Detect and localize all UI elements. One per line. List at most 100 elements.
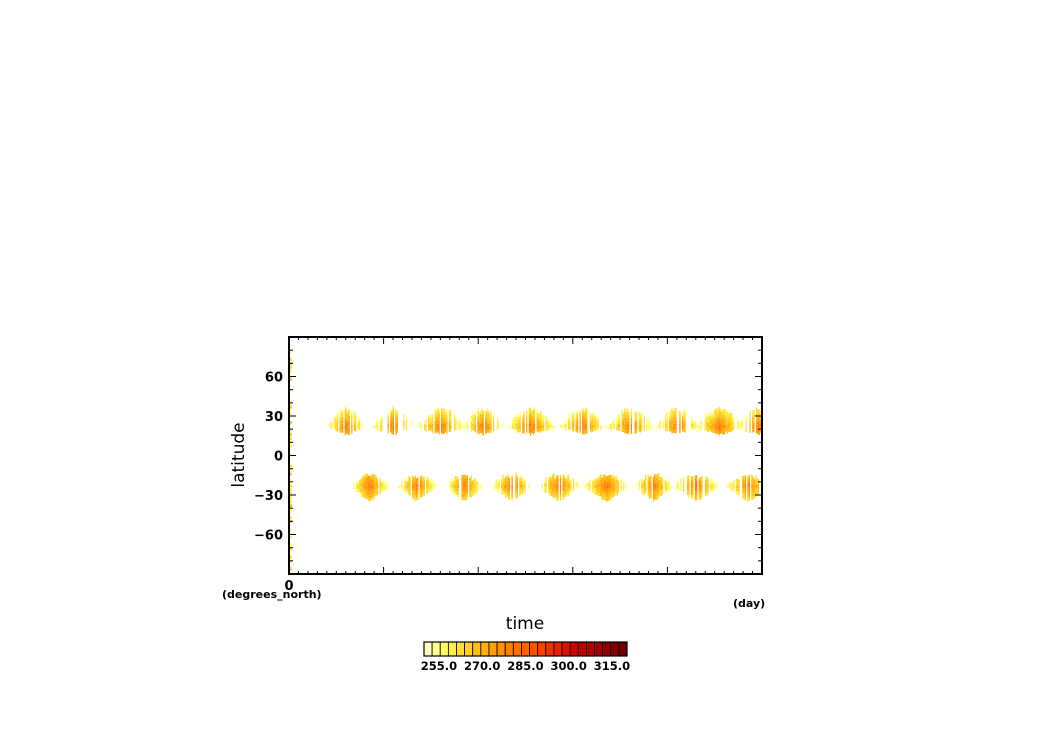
heatmap-cell (630, 411, 633, 415)
heatmap-cell (430, 415, 432, 419)
heatmap-cell (382, 479, 384, 483)
heatmap-cell (742, 475, 744, 479)
heatmap-cell (571, 411, 574, 416)
heatmap-cell (375, 489, 377, 493)
heatmap-cell (729, 422, 731, 426)
heatmap-cell (515, 479, 517, 483)
heatmap-cell (721, 424, 723, 428)
heatmap-cell (733, 426, 735, 430)
heatmap-cell (740, 427, 742, 431)
heatmap-cell (670, 425, 672, 429)
heatmap-cell (521, 484, 524, 488)
heatmap-cell (670, 418, 672, 423)
heatmap-cell (438, 428, 440, 432)
heatmap-cell (515, 426, 517, 430)
heatmap-cell (477, 408, 479, 412)
heatmap-cell (442, 421, 444, 425)
heatmap-cell (733, 479, 735, 483)
heatmap-cell (369, 491, 371, 495)
heatmap-cell (391, 409, 393, 413)
heatmap-cell (726, 414, 728, 418)
colorbar-swatch (423, 641, 433, 657)
heatmap-cell (434, 408, 436, 412)
heatmap-cell (427, 486, 429, 490)
heatmap-cell (371, 473, 374, 477)
heatmap-cell (533, 414, 536, 418)
heatmap-cell (481, 423, 483, 428)
heatmap-cell (724, 412, 726, 416)
heatmap-cell (492, 428, 495, 432)
heatmap-cell (672, 410, 675, 414)
heatmap-cell (717, 421, 719, 425)
heatmap-cell (381, 425, 383, 429)
heatmap-cell (595, 427, 597, 431)
colorbar-frame (423, 641, 628, 657)
heatmap-cell (608, 424, 610, 428)
heatmap-cell (365, 483, 367, 487)
heatmap-cell (560, 424, 562, 428)
heatmap-cell (290, 464, 292, 468)
heatmap-cell (600, 426, 602, 430)
heatmap-cell (477, 482, 479, 486)
heatmap-cell (425, 428, 427, 432)
heatmap-cell (722, 418, 725, 422)
heatmap-cell (403, 417, 405, 421)
heatmap-cell (584, 430, 587, 434)
heatmap-cell (758, 428, 760, 432)
heatmap-cell (567, 413, 570, 417)
heatmap-cell (709, 411, 712, 415)
heatmap-cell (753, 488, 756, 492)
heatmap-cell (462, 481, 465, 485)
heatmap-cell (451, 478, 453, 482)
heatmap-cell (387, 420, 389, 424)
heatmap-cell (370, 479, 372, 483)
heatmap-cell (442, 415, 444, 419)
heatmap-cell (290, 516, 292, 520)
heatmap-cell (603, 493, 605, 497)
heatmap-cell (620, 483, 622, 487)
heatmap-cell (382, 482, 384, 486)
heatmap-cell (694, 425, 697, 429)
heatmap-cell (650, 479, 652, 483)
colorbar-swatch (512, 641, 522, 657)
heatmap-cell (435, 426, 438, 430)
heatmap-cell (452, 486, 454, 491)
heatmap-cell (583, 428, 585, 432)
heatmap-cell (411, 494, 414, 499)
heatmap-cell (536, 428, 538, 432)
heatmap-cell (592, 412, 594, 416)
heatmap-cell (712, 429, 714, 434)
heatmap-cell (612, 494, 615, 498)
heatmap-cell (699, 490, 702, 494)
heatmap-cell (584, 485, 586, 489)
heatmap-cell (747, 482, 749, 486)
heatmap-cell (427, 483, 429, 487)
heatmap-cell (426, 477, 428, 481)
heatmap-cell (665, 478, 668, 482)
heatmap-cell (466, 485, 468, 489)
heatmap-cell (749, 423, 751, 427)
heatmap-cell (576, 423, 579, 427)
heatmap-cell (442, 411, 444, 416)
heatmap-cell (340, 426, 343, 430)
heatmap-cell (526, 426, 528, 430)
heatmap-cell (382, 488, 384, 493)
heatmap-cell (571, 424, 574, 428)
heatmap-cell (537, 429, 540, 433)
heatmap-cell (542, 415, 545, 419)
heatmap-cell (404, 488, 406, 492)
heatmap-cell (498, 485, 500, 489)
heatmap-cell (472, 414, 474, 418)
heatmap-cell (664, 486, 666, 490)
heatmap-cell (411, 482, 414, 486)
plot-frame (288, 336, 763, 575)
heatmap-cell (544, 489, 546, 493)
heatmap-cell (563, 475, 566, 479)
heatmap-cell (615, 482, 617, 486)
heatmap-cell (722, 431, 725, 435)
heatmap-cell (681, 415, 684, 420)
heatmap-cell (539, 412, 541, 416)
heatmap-cell (679, 417, 681, 421)
heatmap-cell (452, 490, 454, 494)
heatmap-cell (664, 479, 666, 484)
